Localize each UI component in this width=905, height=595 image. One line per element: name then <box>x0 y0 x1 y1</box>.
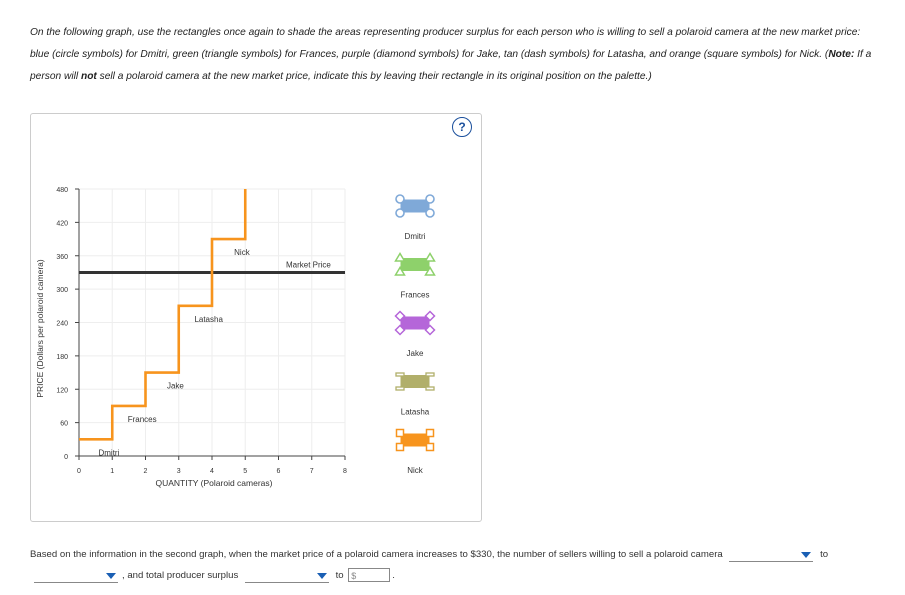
instructions-part-1: On the following graph, use the rectangl… <box>30 27 861 60</box>
sellers-before-dropdown[interactable] <box>729 547 814 562</box>
note-label: Note: <box>828 49 855 60</box>
question-text: Based on the information in the second g… <box>30 544 890 586</box>
question-end: . <box>392 570 395 581</box>
chevron-down-icon <box>801 551 812 558</box>
chevron-down-icon <box>316 572 327 579</box>
surplus-amount-input[interactable]: $ <box>348 568 391 583</box>
sellers-after-dropdown[interactable] <box>34 568 118 583</box>
not-emphasis: not <box>80 71 97 82</box>
help-icon[interactable]: ? <box>452 117 472 137</box>
instructions-part-3: sell a polaroid camera at the new market… <box>96 71 652 82</box>
question-part-2: , and total producer surplus <box>122 570 239 581</box>
instructions-text: On the following graph, use the rectangl… <box>30 22 880 88</box>
chevron-down-icon <box>106 572 116 579</box>
surplus-change-dropdown[interactable] <box>244 568 329 583</box>
to-label-1: to <box>820 549 829 560</box>
instructions-part-2: If a person will <box>30 49 872 82</box>
to-label-2: to <box>335 570 344 581</box>
question-part-1: Based on the information in the second g… <box>30 549 723 560</box>
graph-panel <box>30 113 482 522</box>
